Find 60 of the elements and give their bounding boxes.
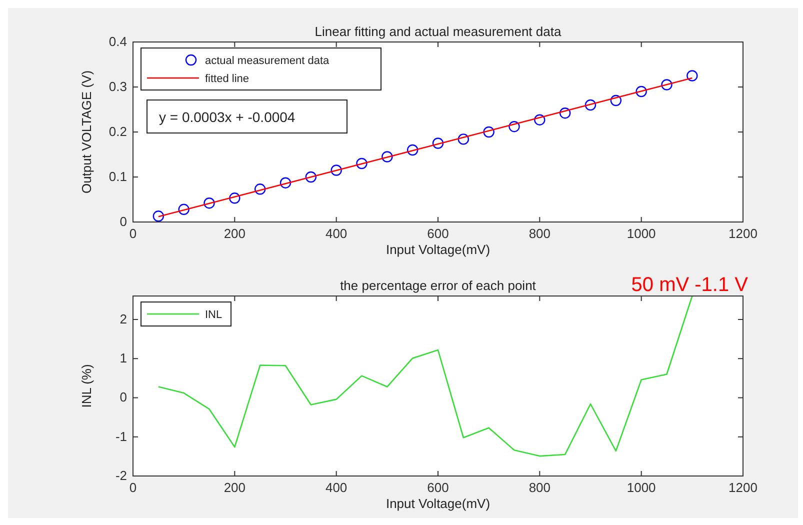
text: 50 mV -1.1 V [631,274,749,296]
point [636,86,647,98]
point [610,94,622,106]
point [280,177,292,188]
y-tick-label: 0 [120,214,127,229]
line-series [158,296,693,457]
chart-title: the percentage error of each point [340,278,536,293]
legend: INL [140,302,232,326]
point [584,99,596,111]
annotation: y = 0.0003x + -0.0004 [159,109,296,125]
x-tick-label: 1000 [626,226,656,241]
point [661,79,672,90]
point [178,204,190,215]
point [152,210,164,222]
x-tick-label: 600 [427,226,449,241]
y-tick-label: -2 [115,468,127,483]
x-tick-label: 200 [224,226,246,241]
x-tick-label: 600 [427,480,449,495]
x-tick-label: 0 [129,480,137,495]
x-tick-label: 400 [325,226,348,241]
point [458,134,470,145]
point [204,198,215,209]
y-tick-label: -1 [115,428,127,444]
point [432,138,444,149]
y-axis-title: Output VOLTAGE (V) [79,70,94,194]
y-tick-label: 0.4 [108,34,127,49]
point [305,171,317,183]
x-tick-label: 200 [224,480,246,495]
point [229,192,240,204]
x-axis-title: Input Voltage(mV) [386,242,490,257]
equation-box: y = 0.0003x + -0.0004 [146,100,348,134]
point [534,114,546,126]
point [330,164,342,176]
legend-label: fitted line [205,73,250,85]
y-tick-label: 2 [120,311,127,326]
x-tick-label: 1200 [728,480,758,495]
point [508,121,520,132]
point [686,70,698,82]
point [382,151,393,162]
y-tick-label: 0.3 [108,79,127,94]
point [559,108,571,119]
x-axis-title: Input Voltage(mV) [386,496,490,511]
y-tick-label: 1 [120,350,127,366]
point [406,144,418,156]
point [356,158,368,170]
chart-title: Linear fitting and actual measurement data [314,24,562,39]
y-axis-title: INL (%) [79,364,94,408]
y-tick-label: 0 [120,390,127,405]
legend-label: actual measurement data [205,55,330,67]
y-tick-label: 0.1 [108,169,127,184]
x-tick-label: 1200 [728,226,758,241]
point [254,184,266,195]
point [483,126,494,138]
x-tick-label: 0 [129,226,137,241]
x-tick-label: 800 [528,226,551,241]
legend-label: INL [205,309,222,321]
x-tick-label: 400 [325,480,348,495]
y-tick-label: 0.2 [108,124,127,139]
x-tick-label: 1000 [626,480,656,495]
x-tick-label: 800 [528,480,551,495]
